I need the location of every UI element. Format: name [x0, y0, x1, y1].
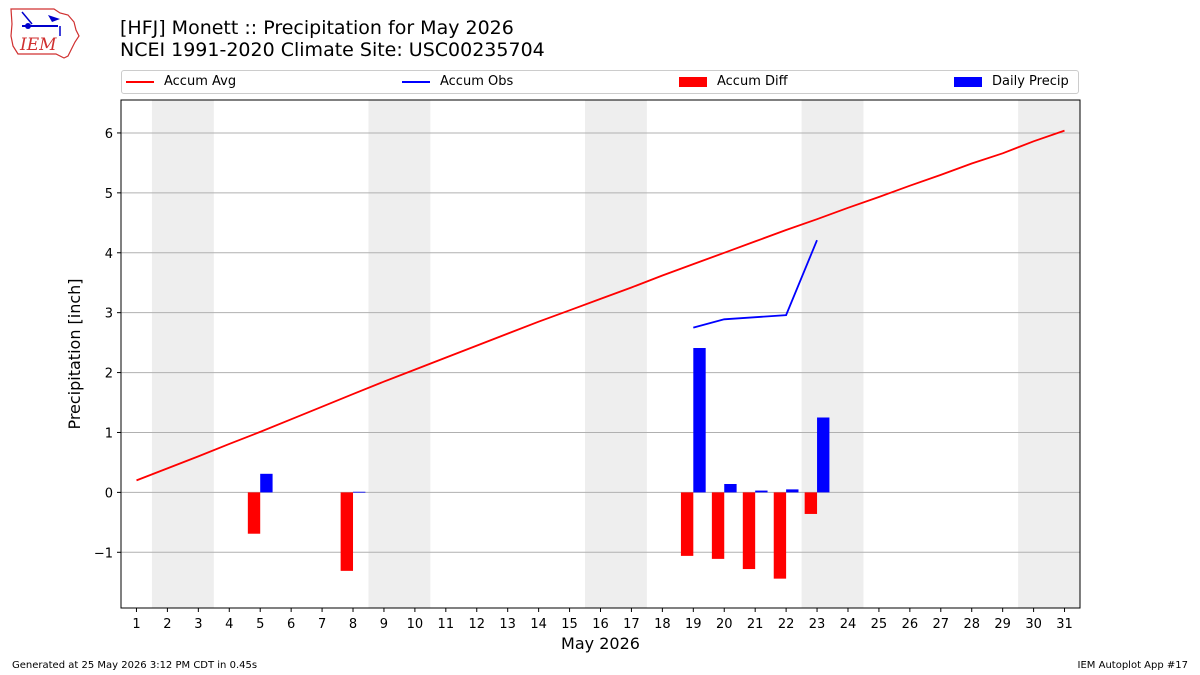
x-tick-label: 9 [380, 617, 388, 632]
iem-logo: IEM [10, 8, 80, 59]
legend-item-accum-diff: Accum Diff [679, 74, 788, 90]
x-tick-label: 19 [685, 617, 702, 632]
x-tick-label: 31 [1056, 617, 1073, 632]
x-tick-label: 29 [994, 617, 1011, 632]
accum-obs-line [693, 239, 818, 329]
y-tick-label: 5 [105, 187, 113, 202]
x-tick-label: 21 [747, 617, 764, 632]
accum-diff-bar [711, 492, 725, 559]
legend: Accum Avg Accum Obs Accum Diff Daily Pre… [121, 70, 1079, 94]
legend-label-accum-obs: Accum Obs [440, 74, 514, 89]
daily-precip-bar [353, 491, 366, 493]
y-tick-label: 4 [105, 247, 113, 262]
x-tick-label: 17 [623, 617, 640, 632]
x-tick-label: 23 [809, 617, 826, 632]
x-tick-label: 24 [840, 617, 857, 632]
x-tick-label: 4 [225, 617, 233, 632]
chart-title: [HFJ] Monett :: Precipitation for May 20… [120, 17, 514, 39]
footer-app: IEM Autoplot App #17 [1077, 660, 1188, 671]
weekend-band [801, 100, 864, 608]
daily-precip-bar [755, 490, 768, 493]
x-tick-label: 1 [132, 617, 140, 632]
accum-diff-bar [340, 492, 354, 571]
legend-item-daily-precip: Daily Precip [954, 74, 1069, 90]
legend-swatch-accum-diff [679, 77, 707, 87]
x-tick-label: 28 [963, 617, 980, 632]
daily-precip-bar [260, 473, 273, 493]
x-tick-label: 30 [1025, 617, 1042, 632]
legend-label-daily-precip: Daily Precip [992, 74, 1069, 89]
x-axis-label: May 2026 [561, 634, 640, 653]
accum-diff-bar [247, 492, 261, 534]
y-tick-label: 3 [105, 307, 113, 322]
y-tick-label: 0 [105, 486, 113, 501]
x-tick-label: 5 [256, 617, 264, 632]
x-tick-label: 11 [438, 617, 455, 632]
accum-diff-bar [804, 492, 818, 514]
y-tick-label: 6 [105, 127, 113, 142]
x-tick-label: 15 [561, 617, 578, 632]
legend-swatch-accum-avg [126, 81, 154, 83]
x-tick-label: 20 [716, 617, 733, 632]
footer-generated: Generated at 25 May 2026 3:12 PM CDT in … [12, 660, 258, 671]
x-tick-label: 25 [871, 617, 888, 632]
x-tick-label: 14 [530, 617, 547, 632]
daily-precip-bar [693, 348, 706, 493]
x-tick-label: 10 [407, 617, 424, 632]
y-tick-label: −1 [94, 546, 113, 561]
legend-label-accum-avg: Accum Avg [164, 74, 237, 89]
weekend-band [151, 100, 214, 608]
y-axis-label: Precipitation [inch] [65, 278, 84, 429]
weekend-band [585, 100, 647, 608]
iem-logo-text: IEM [19, 35, 57, 55]
legend-item-accum-avg: Accum Avg [126, 74, 236, 90]
accum-diff-bar [742, 492, 756, 570]
weekend-band [1018, 100, 1080, 608]
x-tick-label: 8 [349, 617, 357, 632]
x-tick-label: 18 [654, 617, 671, 632]
accum-avg-line [136, 129, 1065, 482]
x-tick-label: 6 [287, 617, 295, 632]
legend-label-accum-diff: Accum Diff [717, 74, 788, 89]
accum-diff-bar [773, 492, 787, 579]
legend-item-accum-obs: Accum Obs [402, 74, 513, 90]
daily-precip-bar [724, 483, 737, 493]
legend-swatch-daily-precip [954, 77, 982, 87]
daily-precip-bar [817, 417, 830, 493]
x-tick-label: 7 [318, 617, 326, 632]
x-tick-label: 12 [468, 617, 485, 632]
x-tick-label: 27 [933, 617, 950, 632]
weekend-band [368, 100, 431, 608]
chart-subtitle: NCEI 1991-2020 Climate Site: USC00235704 [120, 39, 545, 61]
x-tick-label: 16 [592, 617, 609, 632]
x-tick-label: 3 [194, 617, 202, 632]
legend-swatch-accum-obs [402, 81, 430, 83]
x-tick-label: 13 [499, 617, 516, 632]
accum-diff-bar [680, 492, 694, 556]
y-tick-label: 2 [105, 367, 113, 382]
x-tick-label: 2 [163, 617, 171, 632]
y-tick-label: 1 [105, 426, 113, 441]
x-tick-label: 26 [902, 617, 919, 632]
x-tick-label: 22 [778, 617, 795, 632]
daily-precip-bar [786, 489, 799, 493]
